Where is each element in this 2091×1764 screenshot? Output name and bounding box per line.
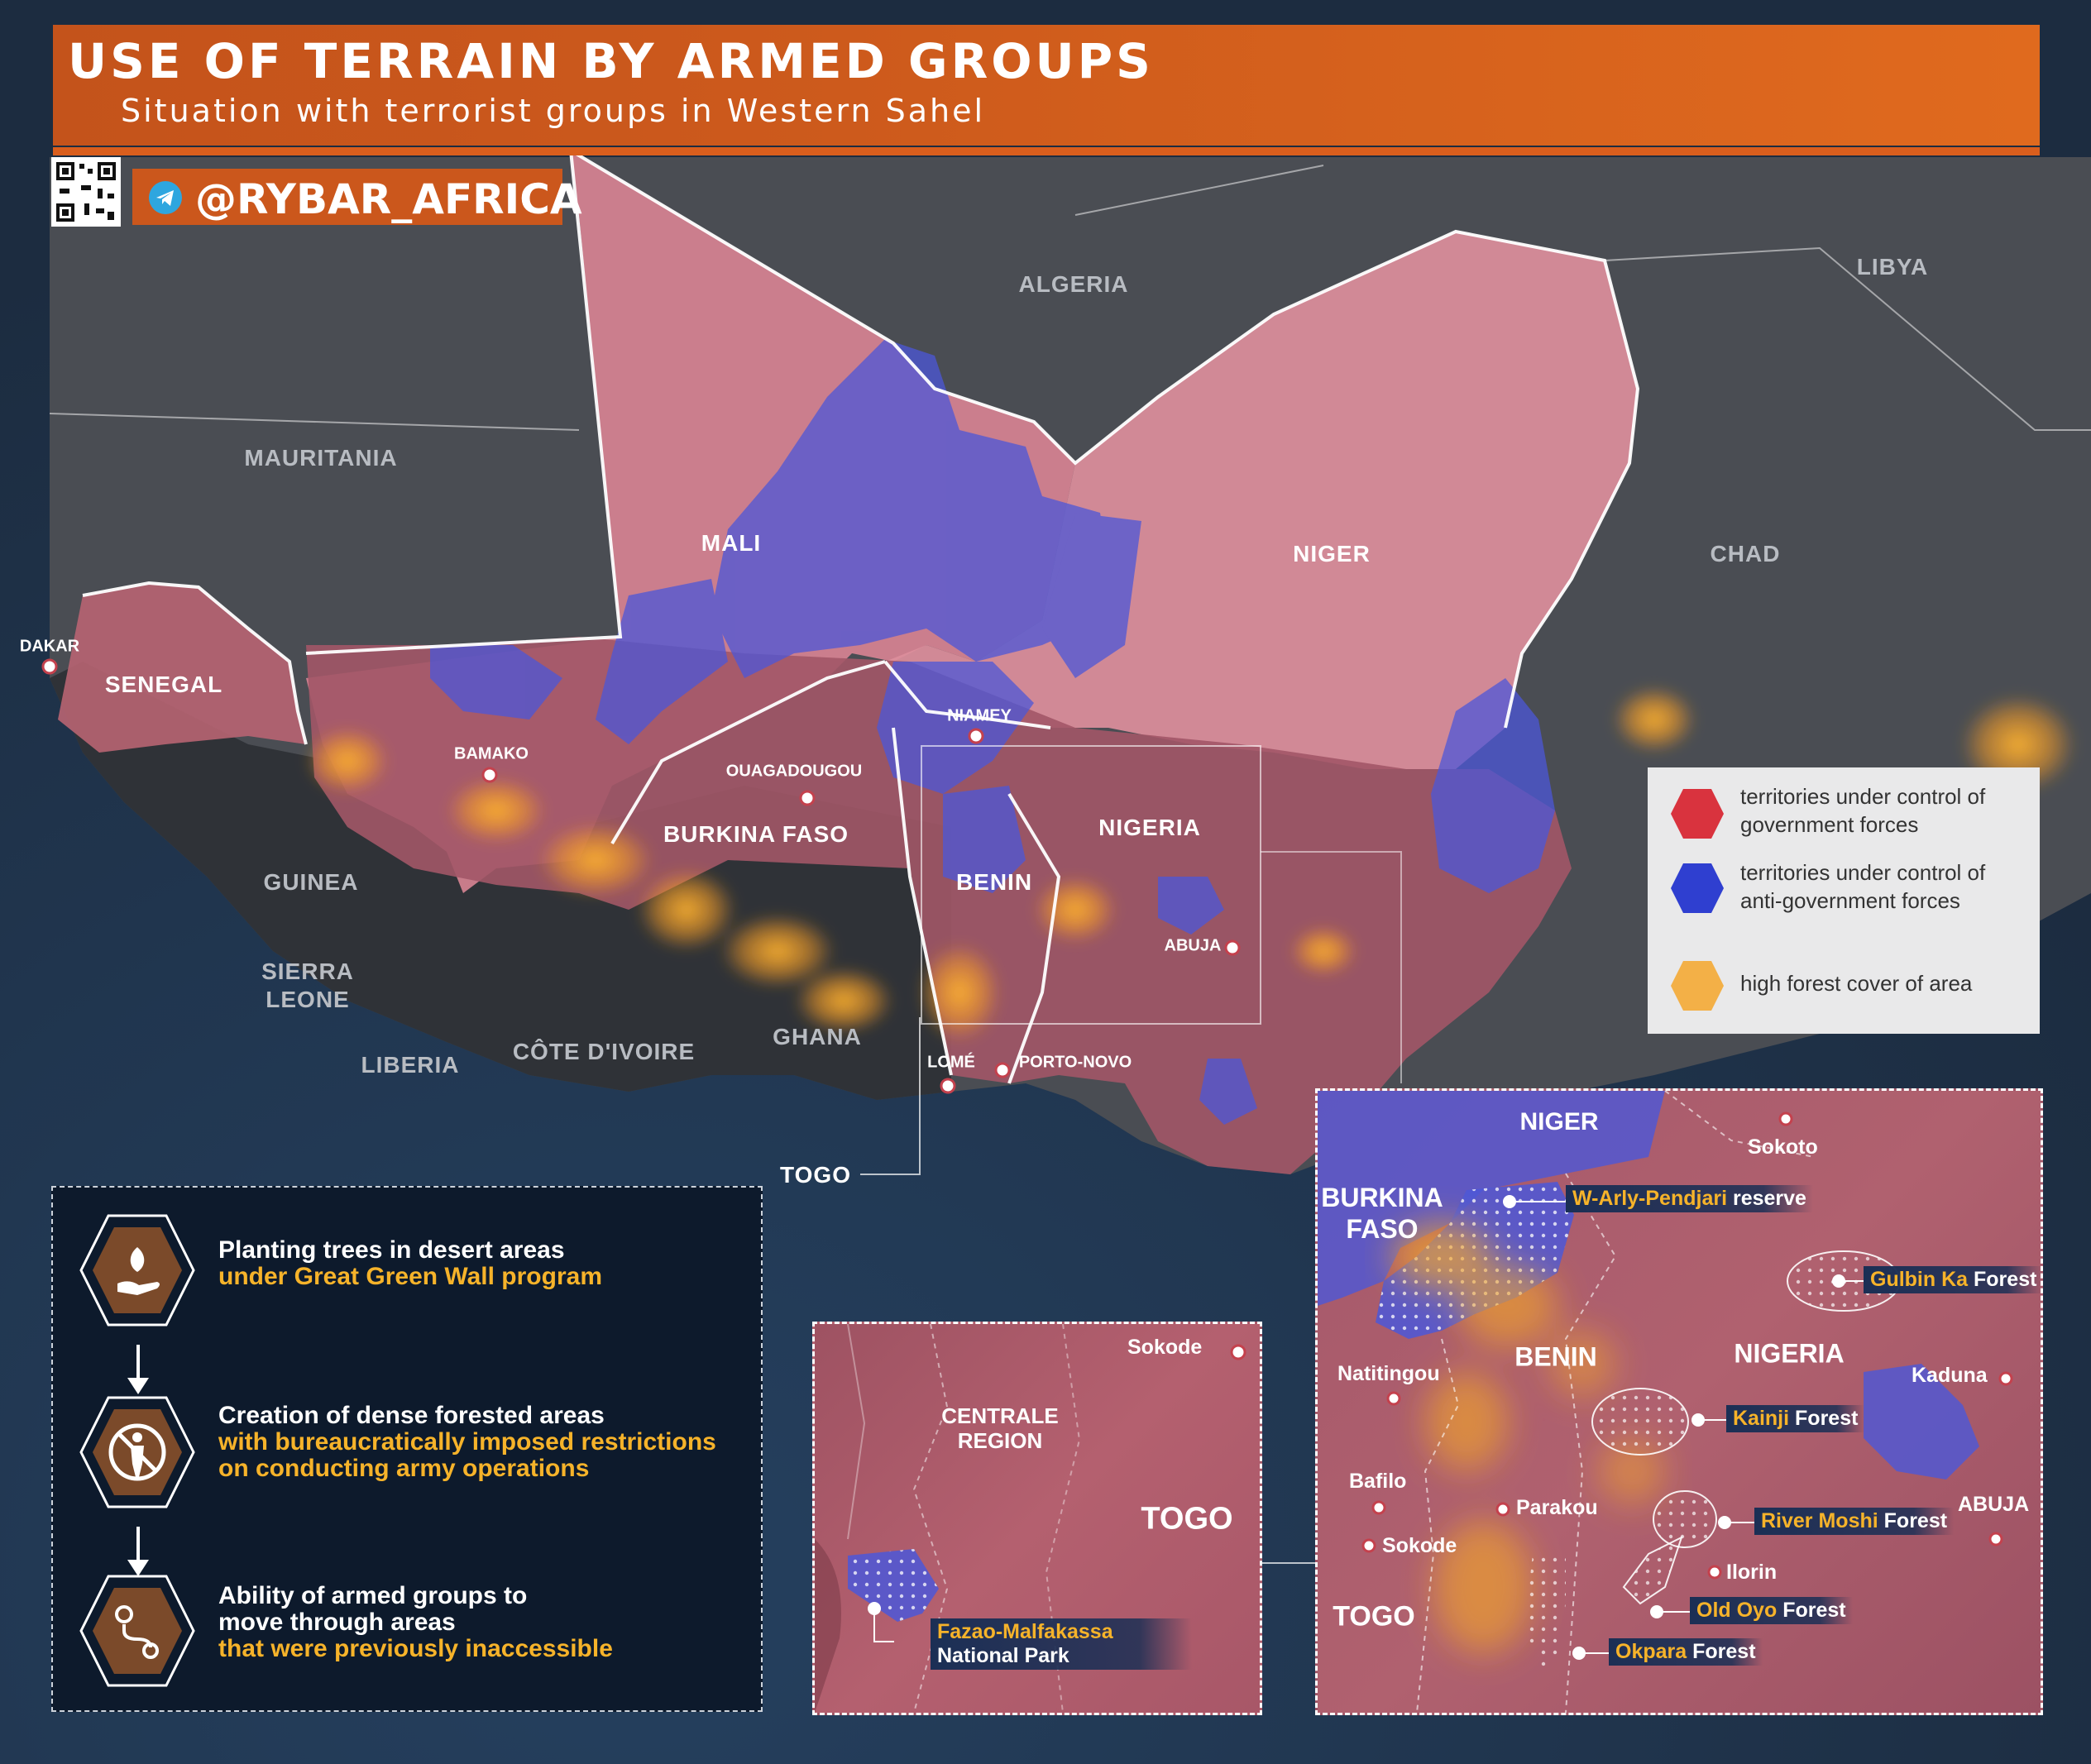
forest-label-gulbin-ka: Gulbin Ka Forest [1864,1266,2041,1293]
city-ouagadougou: OUAGADOUGOU [725,762,863,781]
city-porto-novo: PORTO-NOVO [1018,1053,1132,1072]
map-legend: territories under control of government … [1648,767,2040,1034]
handle-bar [132,169,562,225]
label-guinea: GUINEA [263,869,359,895]
park-label-fazao: Fazao-Malfakassa National Park [931,1618,1192,1670]
telegram-icon [149,181,182,214]
no-soldier-icon [79,1396,195,1508]
anti-government-hex-icon [1671,863,1724,913]
inset-country-togo: TOGO [1141,1501,1233,1537]
legend-anti-government: territories under control of anti-govern… [1740,860,1986,913]
route-icon [79,1575,195,1687]
inset-label-burkina: BURKINA FASO [1321,1183,1443,1244]
label-liberia: LIBERIA [361,1052,460,1078]
forest-label-okpara: Okpara Forest [1609,1638,1763,1666]
label-nigeria: NIGERIA [1098,815,1201,840]
inset-nigeria-map: NIGER BURKINA FASO BENIN NIGERIA TOGO So… [1315,1088,2043,1715]
label-togo: TOGO [780,1162,851,1188]
forest-label-river-moshi: River Moshi Forest [1754,1508,1955,1535]
step-2-text: Creation of dense forested areas with bu… [218,1402,716,1482]
label-ghana: GHANA [773,1024,862,1049]
label-algeria: ALGERIA [1018,271,1129,297]
city-lome: LOMÉ [927,1053,975,1072]
step-3-text: Ability of armed groups to move through … [218,1582,613,1662]
inset-label-niger: NIGER [1519,1108,1599,1135]
arrow-down-icon [127,1527,149,1576]
forest-label-w-arly: W-Arly-Pendjari reserve [1566,1185,1813,1212]
grey-borders [49,165,2091,431]
label-chad: CHAD [1710,541,1781,566]
inset-city-parakou: Parakou [1516,1496,1598,1519]
label-cote-divoire: CÔTE D'IVOIRE [512,1039,696,1064]
inset-togo-map: Sokode CENTRALE REGION TOGO Fazao-Malfak… [812,1322,1262,1715]
city-dakar: DAKAR [19,637,80,656]
government-hex-icon [1671,789,1724,839]
inset-label-benin: BENIN [1514,1341,1597,1372]
city-bamako: BAMAKO [454,744,529,763]
inset-city-sokoto: Sokoto [1748,1135,1818,1159]
inset-city-natitingou: Natitingou [1337,1362,1440,1385]
label-mauritania: MAURITANIA [244,445,398,471]
inset-city-sokode: Sokode [1382,1534,1457,1557]
step-1-text: Planting trees in desert areas under Gre… [218,1236,602,1290]
page-title: USE OF TERRAIN BY ARMED GROUPS [68,33,1154,89]
label-niger: NIGER [1293,541,1371,566]
forest-label-old-oyo: Old Oyo Forest [1690,1597,1853,1624]
header-underline [53,147,2040,155]
forest-label-kainji: Kainji Forest [1726,1405,1865,1432]
channel-handle: @RYBAR_AFRICA [195,175,582,223]
label-sierra-leone: SIERRA LEONE [261,958,354,1012]
arrow-down-icon [127,1345,149,1394]
inset-city-abuja: ABUJA [1958,1493,2030,1516]
city-abuja: ABUJA [1164,936,1222,955]
forest-hex-icon [1671,961,1724,1011]
legend-forest: high forest cover of area [1740,971,1973,996]
steps-panel: Planting trees in desert areas under Gre… [51,1186,763,1712]
inset-city-bafilo: Bafilo [1349,1470,1407,1493]
label-libya: LIBYA [1856,254,1929,280]
inset-indicator-nigeria [921,745,1261,1025]
label-mali: MALI [701,530,762,556]
inset-city-sokode: Sokode [1127,1336,1203,1359]
country-borders [82,149,1640,1084]
anti-government-areas [430,339,1555,1125]
city-niamey: NIAMEY [947,706,1012,725]
tree-hand-icon [79,1214,195,1327]
header-bar [53,25,2040,146]
qr-code-icon [51,157,121,227]
inset-city-kaduna: Kaduna [1912,1364,1988,1387]
city-markers [41,658,1241,1094]
label-burkina-faso: BURKINA FASO [663,821,849,847]
page-subtitle: Situation with terrorist groups in Weste… [121,93,986,129]
region-south-band [306,637,1572,1174]
inset-label-togo: TOGO [1333,1600,1415,1633]
inset-label-nigeria: NIGERIA [1734,1338,1845,1369]
inset-region-label: CENTRALE REGION [941,1403,1059,1453]
label-senegal: SENEGAL [104,672,223,697]
legend-government: territories under control of government … [1740,784,1986,837]
label-benin: BENIN [955,869,1033,895]
inset-city-ilorin: Ilorin [1726,1561,1778,1584]
